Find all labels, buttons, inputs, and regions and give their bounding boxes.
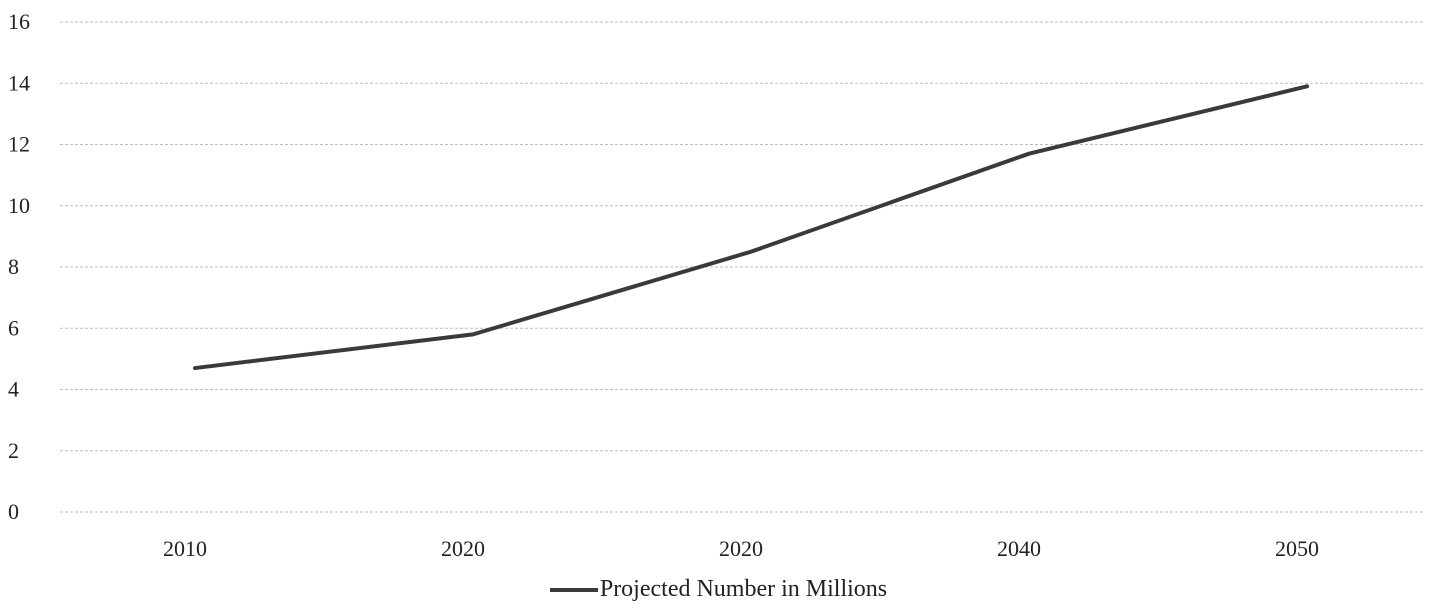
x-tick-label: 2040 [997, 536, 1041, 561]
legend: Projected Number in Millions [0, 576, 1437, 603]
y-tick-label: 14 [8, 70, 30, 95]
legend-label: Projected Number in Millions [599, 576, 888, 602]
gridlines [60, 21, 1425, 513]
y-tick-label: 4 [8, 377, 19, 402]
legend-swatch [549, 588, 598, 593]
x-tick-label: 2050 [1275, 536, 1319, 561]
x-axis-ticks: 2010 2020 2020 2040 2050 [163, 536, 1319, 561]
y-axis-ticks: 0 2 4 6 8 10 12 14 16 [8, 9, 30, 524]
x-tick-label: 2010 [163, 536, 207, 561]
y-tick-label: 10 [8, 193, 30, 218]
x-tick-label: 2020 [441, 536, 485, 561]
y-tick-label: 2 [8, 438, 19, 463]
y-tick-label: 0 [8, 499, 19, 524]
line-chart: 0 2 4 6 8 10 12 14 16 2010 2020 2020 2040 2050 [8, 9, 1425, 561]
y-tick-label: 12 [8, 132, 30, 157]
series-line [193, 84, 1309, 371]
y-tick-label: 16 [8, 9, 30, 34]
x-tick-label: 2020 [719, 536, 763, 561]
series-lines [193, 84, 1309, 371]
y-tick-label: 8 [8, 254, 19, 279]
y-tick-label: 6 [8, 315, 19, 340]
